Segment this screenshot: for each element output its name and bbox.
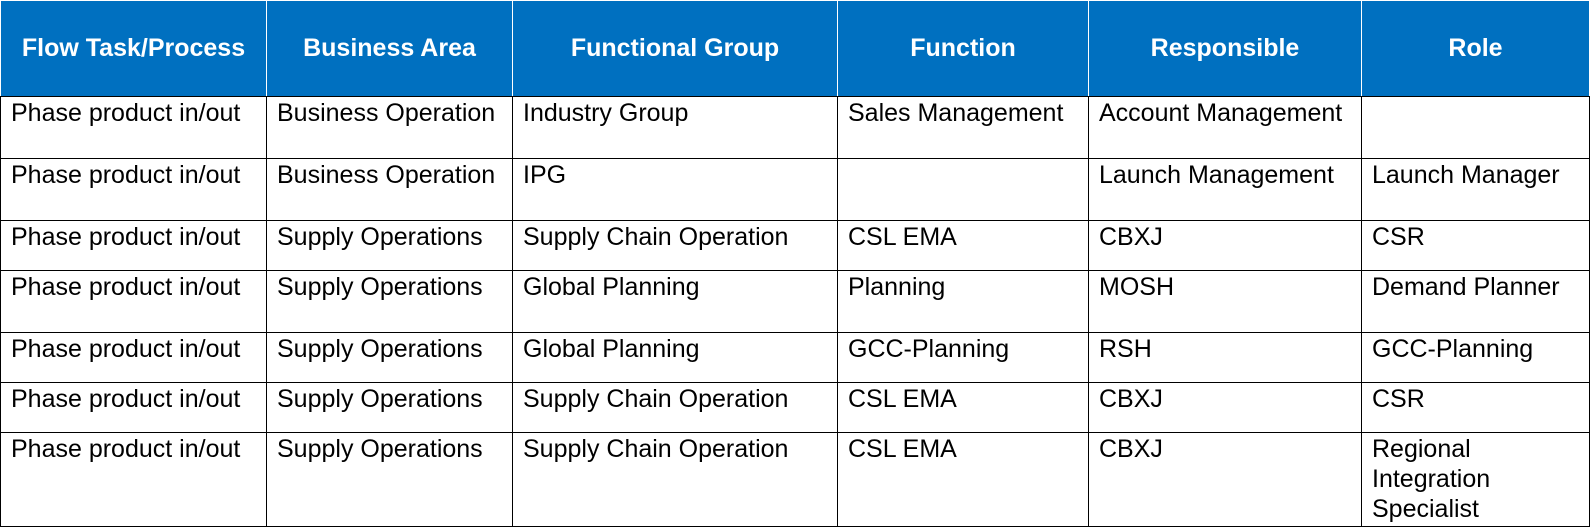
cell-role	[1361, 96, 1590, 159]
table-row: Phase product in/out Business Operation …	[0, 158, 1590, 221]
cell-responsible: CBXJ	[1088, 220, 1362, 271]
table-row: Phase product in/out Supply Operations S…	[0, 432, 1590, 527]
cell-role: CSR	[1361, 382, 1590, 433]
cell-function: CSL EMA	[837, 382, 1089, 433]
table-row: Phase product in/out Supply Operations S…	[0, 382, 1590, 433]
cell-functional-group: Global Planning	[512, 332, 838, 383]
cell-business-area: Supply Operations	[266, 220, 513, 271]
cell-functional-group: Industry Group	[512, 96, 838, 159]
cell-flow-task: Phase product in/out	[0, 382, 267, 433]
cell-business-area: Business Operation	[266, 96, 513, 159]
cell-function: Sales Management	[837, 96, 1089, 159]
cell-flow-task: Phase product in/out	[0, 270, 267, 333]
column-header-functional-group: Functional Group	[512, 0, 838, 97]
cell-responsible: RSH	[1088, 332, 1362, 383]
cell-role: GCC-Planning	[1361, 332, 1590, 383]
cell-business-area: Supply Operations	[266, 432, 513, 527]
cell-function: GCC-Planning	[837, 332, 1089, 383]
cell-responsible: Launch Management	[1088, 158, 1362, 221]
cell-functional-group: Supply Chain Operation	[512, 220, 838, 271]
column-header-business-area: Business Area	[266, 0, 513, 97]
cell-responsible: MOSH	[1088, 270, 1362, 333]
table-row: Phase product in/out Supply Operations G…	[0, 332, 1590, 383]
cell-functional-group: Supply Chain Operation	[512, 382, 838, 433]
cell-business-area: Supply Operations	[266, 382, 513, 433]
cell-function: CSL EMA	[837, 432, 1089, 527]
cell-responsible: CBXJ	[1088, 432, 1362, 527]
cell-functional-group: IPG	[512, 158, 838, 221]
column-header-function: Function	[837, 0, 1089, 97]
cell-function	[837, 158, 1089, 221]
cell-responsible: Account Management	[1088, 96, 1362, 159]
cell-flow-task: Phase product in/out	[0, 158, 267, 221]
cell-business-area: Supply Operations	[266, 332, 513, 383]
table-row: Phase product in/out Supply Operations S…	[0, 220, 1590, 271]
cell-flow-task: Phase product in/out	[0, 332, 267, 383]
cell-flow-task: Phase product in/out	[0, 220, 267, 271]
cell-function: CSL EMA	[837, 220, 1089, 271]
column-header-responsible: Responsible	[1088, 0, 1362, 97]
cell-flow-task: Phase product in/out	[0, 432, 267, 527]
cell-functional-group: Supply Chain Operation	[512, 432, 838, 527]
cell-role: Launch Manager	[1361, 158, 1590, 221]
column-header-flow-task: Flow Task/Process	[0, 0, 267, 97]
table-header-row: Flow Task/Process Business Area Function…	[0, 0, 1590, 97]
cell-role: Demand Planner	[1361, 270, 1590, 333]
cell-business-area: Supply Operations	[266, 270, 513, 333]
table-row: Phase product in/out Supply Operations G…	[0, 270, 1590, 333]
table-row: Phase product in/out Business Operation …	[0, 96, 1590, 159]
cell-role: Regional Integration Specialist	[1361, 432, 1590, 527]
column-header-role: Role	[1361, 0, 1590, 97]
cell-responsible: CBXJ	[1088, 382, 1362, 433]
cell-business-area: Business Operation	[266, 158, 513, 221]
cell-role: CSR	[1361, 220, 1590, 271]
cell-function: Planning	[837, 270, 1089, 333]
cell-functional-group: Global Planning	[512, 270, 838, 333]
cell-flow-task: Phase product in/out	[0, 96, 267, 159]
